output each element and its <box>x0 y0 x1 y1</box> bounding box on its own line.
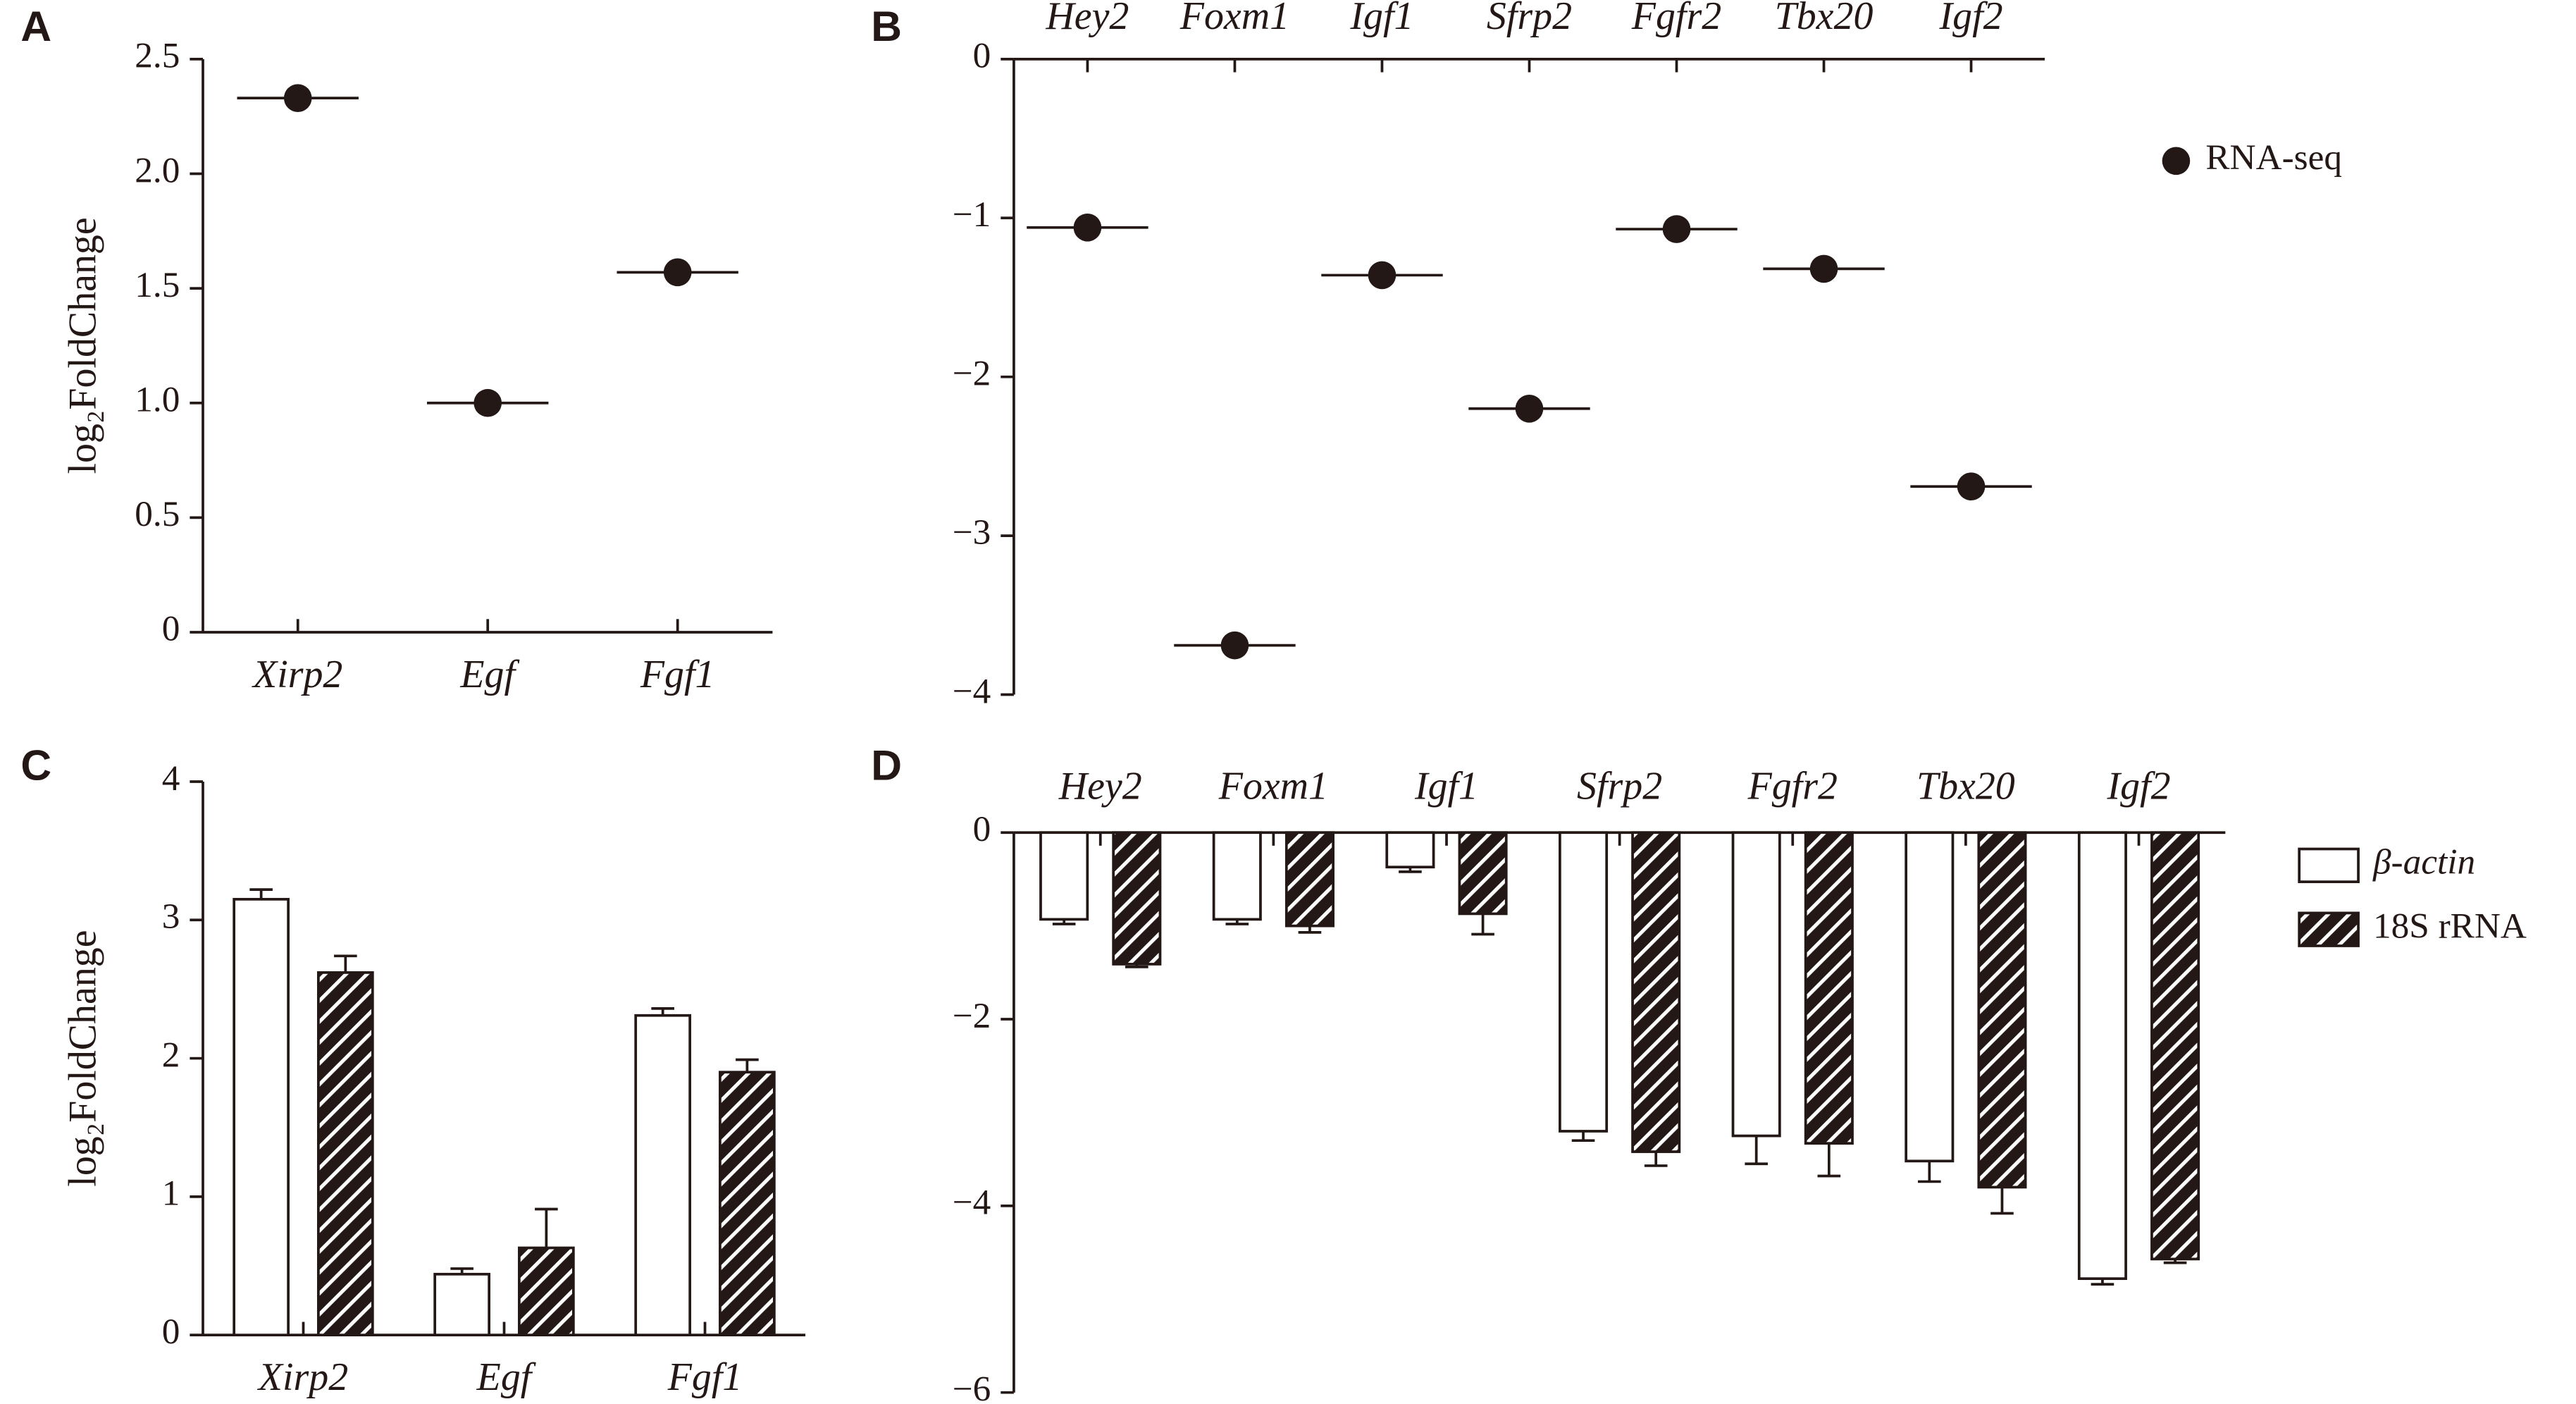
bar <box>2150 831 2200 1261</box>
bar <box>1559 831 1609 1133</box>
y-tick-label: −2 <box>953 353 991 393</box>
dot <box>1809 254 1838 283</box>
x-tick-label: Sfrp2 <box>1577 764 1662 808</box>
x-tick-label: Egf <box>459 653 519 696</box>
x-tick-label: Fgfr2 <box>1631 0 1721 38</box>
panel-letter: B <box>871 2 902 50</box>
panel-letter: C <box>20 741 51 789</box>
y-axis-label: log₂FoldChange <box>61 930 104 1186</box>
bar <box>233 897 290 1337</box>
y-tick-label: −6 <box>953 1369 991 1404</box>
bar <box>433 1272 490 1337</box>
y-tick-label: 0 <box>162 609 180 649</box>
bar <box>317 971 374 1337</box>
legend-swatch <box>2298 911 2360 947</box>
x-tick-label: Fgf1 <box>640 653 715 696</box>
x-tick-label: Foxm1 <box>1218 764 1328 808</box>
dot <box>1220 631 1249 660</box>
x-tick-label: Igf1 <box>1349 0 1413 38</box>
x-tick-label: Fgf1 <box>667 1355 743 1399</box>
legend-label: β-actin <box>2372 842 2475 882</box>
dot <box>473 388 502 417</box>
bar <box>1385 831 1435 869</box>
x-tick-label: Sfrp2 <box>1487 0 1572 38</box>
y-tick-label: 3 <box>162 897 180 937</box>
dot <box>1073 214 1102 242</box>
x-tick-label: Foxm1 <box>1179 0 1289 38</box>
bar <box>1905 831 1955 1163</box>
dot <box>1662 215 1691 243</box>
bar <box>1039 831 1089 921</box>
y-tick-label: 4 <box>162 758 180 799</box>
bar <box>1631 831 1681 1153</box>
x-tick-label: Igf2 <box>1939 0 2003 38</box>
bar <box>1212 831 1262 921</box>
bar <box>1458 831 1508 916</box>
dot <box>1515 394 1544 423</box>
dot <box>1957 472 1986 501</box>
legend-marker <box>2162 147 2191 176</box>
y-tick-label: 1.5 <box>135 265 180 305</box>
y-tick-label: −2 <box>953 996 991 1036</box>
bar <box>1731 831 1781 1138</box>
panel-letter: D <box>871 741 902 789</box>
bar <box>1977 831 2027 1189</box>
bar <box>634 1014 692 1337</box>
y-tick-label: 2 <box>162 1035 180 1075</box>
x-tick-label: Igf2 <box>2106 764 2170 808</box>
y-tick-label: −4 <box>953 671 991 711</box>
x-tick-label: Fgfr2 <box>1747 764 1838 808</box>
y-tick-label: 1.0 <box>135 380 180 420</box>
bar <box>1804 831 1854 1145</box>
bar <box>719 1071 776 1337</box>
y-tick-label: 0.5 <box>135 494 180 534</box>
y-tick-label: 2.5 <box>135 36 180 76</box>
dot <box>283 84 312 112</box>
y-tick-label: −3 <box>953 512 991 553</box>
x-tick-label: Xirp2 <box>257 1355 348 1399</box>
y-tick-label: −4 <box>953 1183 991 1223</box>
y-tick-label: 1 <box>162 1174 180 1214</box>
x-tick-label: Igf1 <box>1414 764 1478 808</box>
bar <box>1284 831 1335 928</box>
x-tick-label: Tbx20 <box>1916 764 2015 808</box>
legend-label: 18S rRNA <box>2373 906 2527 946</box>
y-tick-label: −1 <box>953 195 991 235</box>
bar <box>2077 831 2127 1281</box>
dot <box>1368 261 1397 290</box>
y-tick-label: 0 <box>973 36 991 76</box>
bar <box>1112 831 1162 966</box>
x-tick-label: Hey2 <box>1058 764 1142 808</box>
panel-letter: A <box>20 2 51 50</box>
x-tick-label: Hey2 <box>1045 0 1129 38</box>
legend-swatch <box>2298 847 2360 883</box>
bar <box>518 1246 575 1337</box>
x-tick-label: Tbx20 <box>1775 0 1874 38</box>
dot <box>663 258 692 287</box>
y-tick-label: 0 <box>162 1312 180 1352</box>
legend-label: RNA-seq <box>2205 137 2342 178</box>
x-tick-label: Xirp2 <box>252 653 342 696</box>
y-tick-label: 2.0 <box>135 150 180 190</box>
y-tick-label: 0 <box>973 809 991 849</box>
y-axis-label: log₂FoldChange <box>61 217 104 474</box>
x-tick-label: Egf <box>476 1355 536 1399</box>
